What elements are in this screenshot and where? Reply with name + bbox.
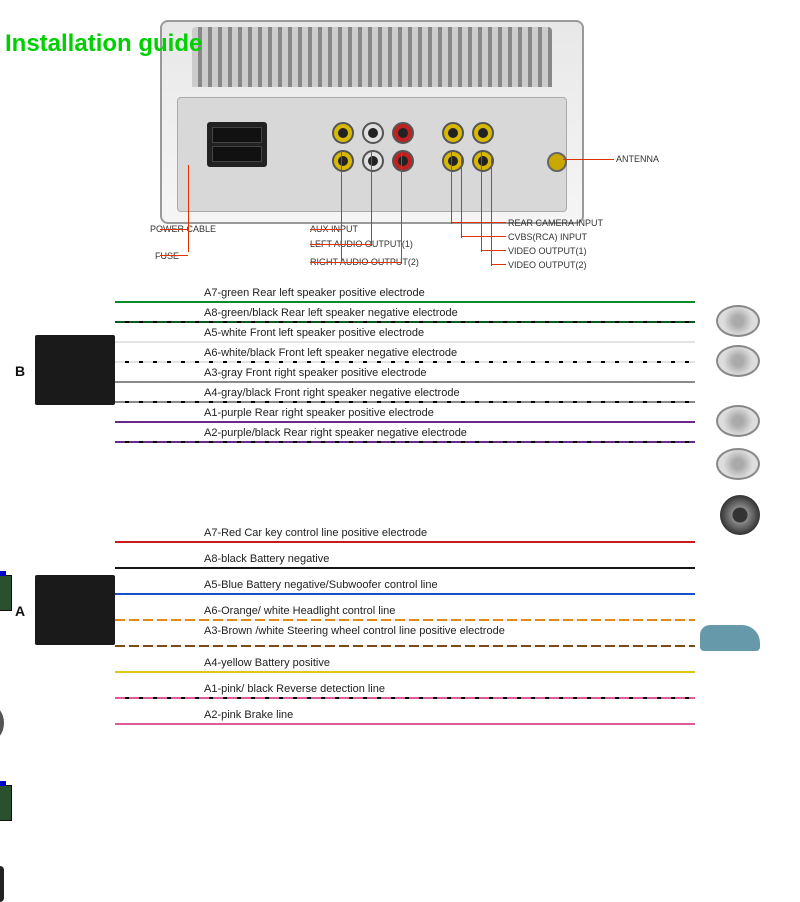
leader-line [461, 155, 462, 238]
leader-line [481, 250, 506, 251]
head-unit [160, 20, 584, 224]
wire-label: A8-black Battery negative [200, 553, 333, 565]
leader-line [371, 150, 372, 246]
wire-label: A8-green/black Rear left speaker negativ… [200, 307, 462, 319]
leader-line [310, 262, 401, 263]
car-icon [700, 625, 760, 651]
leader-line [491, 155, 492, 266]
iso-connector [207, 122, 267, 167]
antenna-jack [547, 152, 567, 172]
wire-label: A2-pink Brake line [200, 709, 297, 721]
leader-line [401, 150, 402, 264]
leader-line [160, 255, 188, 256]
port-label: CVBS(RCA) INPUT [508, 233, 587, 243]
leader-line [563, 159, 614, 160]
leader-line [451, 150, 452, 224]
camera-icon [0, 866, 4, 902]
connector-block-A [35, 575, 115, 645]
speaker-icon [716, 448, 760, 480]
rca-aux-bottom [332, 150, 354, 172]
wire-label: A2-purple/black Rear right speaker negat… [200, 427, 471, 439]
leader-line [310, 229, 341, 230]
wire-label: A1-pink/ black Reverse detection line [200, 683, 389, 695]
wire-label: A3-gray Front right speaker positive ele… [200, 367, 431, 379]
wheel-icon [0, 701, 4, 745]
rca-right-out2 [392, 150, 414, 172]
connector-block-B [35, 335, 115, 405]
leader-line [188, 165, 189, 252]
leader-line [461, 236, 506, 237]
page-title: Installation guide [5, 30, 202, 58]
rca-left-out1 [362, 122, 384, 144]
wire-label: A4-yellow Battery positive [200, 657, 334, 669]
wire-label: A6-Orange/ white Headlight control line [200, 605, 399, 617]
wire-label: A7-Red Car key control line positive ele… [200, 527, 431, 539]
wire-label: A7-green Rear left speaker positive elec… [200, 287, 429, 299]
leader-line [310, 244, 371, 245]
wire-label: A1-purple Rear right speaker positive el… [200, 407, 438, 419]
wire-label: A3-Brown /white Steering wheel control l… [200, 625, 528, 637]
block-label-A: A [15, 603, 25, 619]
port-label: VIDEO OUTPUT(2) [508, 261, 587, 271]
port-label: REAR CAMERA INPUT [508, 219, 603, 229]
wire-label: A5-white Front left speaker positive ele… [200, 327, 428, 339]
rca-rear-cam [442, 122, 464, 144]
wire-label: A5-Blue Battery negative/Subwoofer contr… [200, 579, 442, 591]
leader-line [481, 150, 482, 252]
leader-line [160, 229, 188, 230]
leader-line [451, 222, 506, 223]
speaker-icon [716, 345, 760, 377]
port-label: FUSE [155, 252, 179, 262]
leader-line [491, 264, 506, 265]
rca-video-out1 [472, 122, 494, 144]
battery-icon [0, 575, 12, 611]
speaker-icon [716, 305, 760, 337]
leader-line [341, 150, 342, 262]
rca-left-out2 [362, 150, 384, 172]
port-label: VIDEO OUTPUT(1) [508, 247, 587, 257]
sub-icon [720, 495, 760, 535]
heatsink [192, 27, 552, 87]
battery-icon [0, 785, 12, 821]
wire-label: A4-gray/black Front right speaker negati… [200, 387, 464, 399]
wire-label: A6-white/black Front left speaker negati… [200, 347, 461, 359]
block-label-B: B [15, 363, 25, 379]
rca-aux-top [332, 122, 354, 144]
rca-right-out1 [392, 122, 414, 144]
port-label: ANTENNA [616, 155, 659, 165]
speaker-icon [716, 405, 760, 437]
